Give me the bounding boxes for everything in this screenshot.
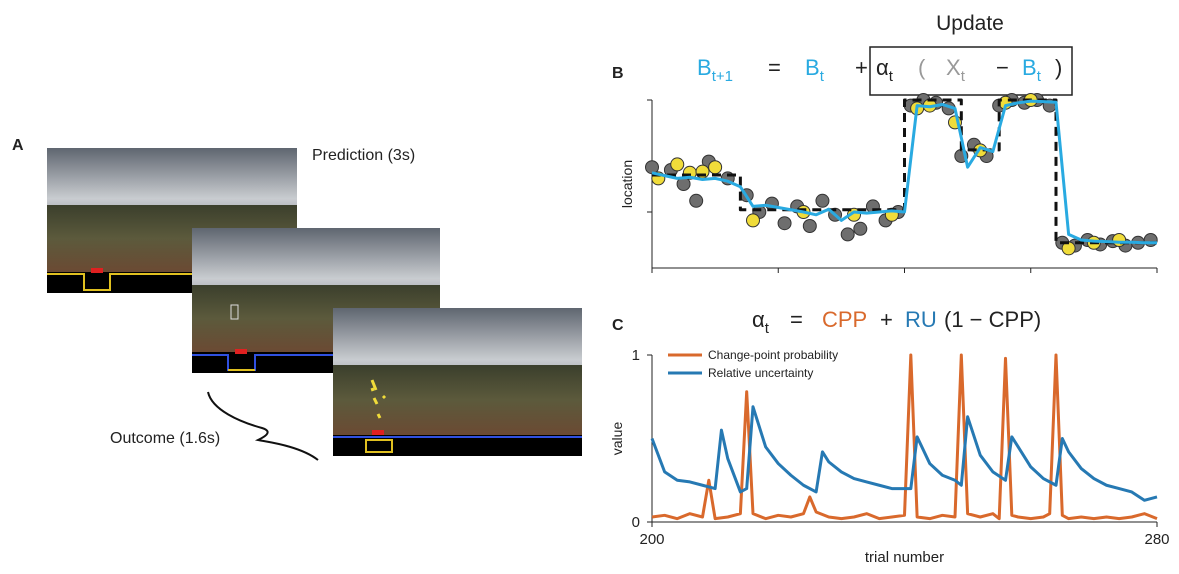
series-line <box>651 353 1158 521</box>
equation-subscript: t <box>1037 68 1042 85</box>
equation-text: ) <box>1055 55 1062 80</box>
panel-label: B <box>612 65 624 82</box>
equation-text: B <box>805 55 820 80</box>
panel-a: A Prediction (3s) Outcome (1.6s) <box>12 137 582 461</box>
equation-text: ( <box>918 55 926 80</box>
equation-subscript: t <box>820 68 825 85</box>
legend-label: Change-point probability <box>708 348 838 362</box>
equation-text: + <box>880 307 893 332</box>
data-point <box>840 227 855 242</box>
data-point <box>1143 233 1158 247</box>
chart-title: Update <box>936 12 1004 35</box>
equation-token: CPP <box>822 307 867 332</box>
equation-subscript: t+1 <box>712 68 733 85</box>
equation-text: α <box>876 55 889 80</box>
data-point <box>802 219 817 233</box>
equation-token: − <box>996 55 1009 80</box>
equation-token: Xt <box>946 55 966 85</box>
x-tick-label: 280 <box>1144 531 1169 548</box>
equation-token: RU <box>905 307 937 332</box>
y-tick-label: 0 <box>632 514 640 531</box>
equation-text: X <box>946 55 961 80</box>
equation-subscript: t <box>765 320 770 337</box>
panel-label: C <box>612 317 624 334</box>
annotation: Prediction (3s) <box>312 147 415 164</box>
equation-token: αt <box>752 307 770 337</box>
y-axis-label: location <box>619 160 635 208</box>
annotation: Outcome (1.6s) <box>110 430 220 447</box>
panel-label: A <box>12 137 24 154</box>
equation-subscript: t <box>889 68 894 85</box>
equation-text: B <box>697 55 712 80</box>
equation-token: ( <box>918 55 926 80</box>
equation-text: CPP <box>822 307 867 332</box>
data-point <box>670 157 685 172</box>
equation-text: − <box>996 55 1009 80</box>
series-line <box>650 405 1158 502</box>
equation-text: α <box>752 307 765 332</box>
equation-text: + <box>855 55 868 80</box>
data-point <box>815 193 830 208</box>
equation-token: (1 − CPP) <box>944 307 1041 332</box>
equation-token: = <box>768 55 781 80</box>
equation-token: + <box>855 55 868 80</box>
equation-text: B <box>1022 55 1037 80</box>
data-point <box>1112 233 1127 247</box>
equation-text: (1 − CPP) <box>944 307 1041 332</box>
equation-subscript: t <box>961 68 966 85</box>
x-axis-label: trial number <box>865 549 944 566</box>
equation-text: RU <box>905 307 937 332</box>
equation-token: αt <box>876 55 894 85</box>
y-axis-label: value <box>609 422 625 456</box>
legend-label: Relative uncertainty <box>708 366 813 380</box>
equation-text: = <box>768 55 781 80</box>
update-box <box>869 46 1073 96</box>
equation-token: Bt <box>805 55 825 85</box>
data-point <box>689 193 704 208</box>
equation-token: Bt <box>1022 55 1042 85</box>
equation-token: + <box>880 307 893 332</box>
series-line <box>651 99 1157 245</box>
x-tick-label: 200 <box>639 531 664 548</box>
data-point <box>777 216 792 231</box>
equation-token: = <box>790 307 803 332</box>
data-point <box>708 160 723 175</box>
equation-token: ) <box>1055 55 1062 80</box>
data-point <box>746 213 760 228</box>
equation-token: Bt+1 <box>697 55 733 85</box>
equation-text: = <box>790 307 803 332</box>
screen <box>333 308 582 456</box>
y-tick-label: 1 <box>632 347 640 364</box>
data-point <box>853 221 868 236</box>
brace <box>207 391 319 461</box>
